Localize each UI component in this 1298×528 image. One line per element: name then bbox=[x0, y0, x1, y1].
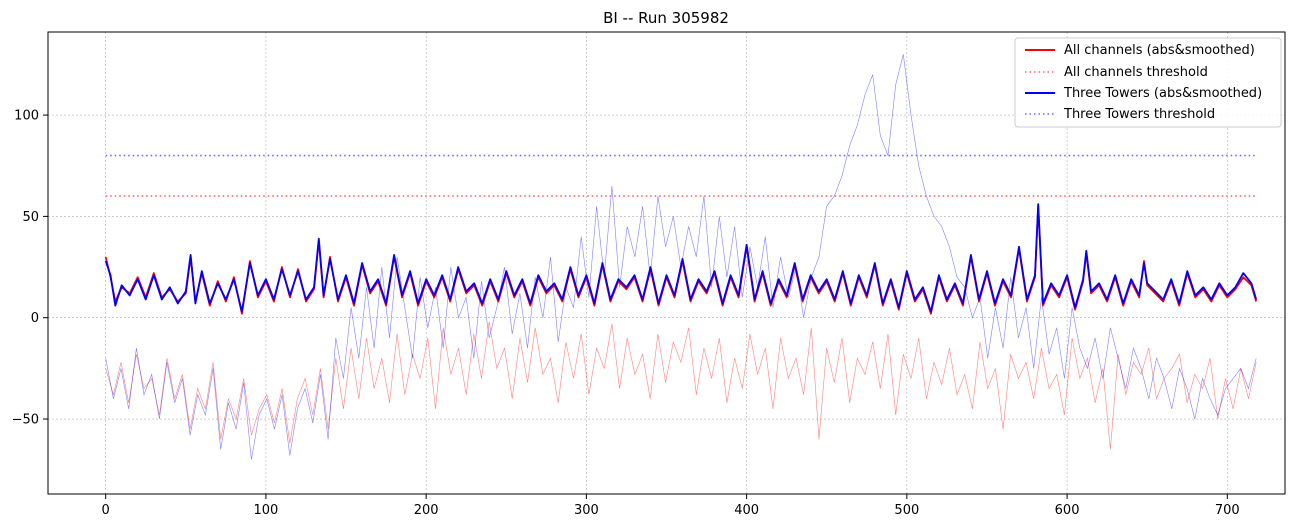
legend: All channels (abs&smoothed) All channels… bbox=[1014, 37, 1282, 128]
y-tick-label: 50 bbox=[22, 210, 39, 225]
legend-label-all-channels-threshold: All channels threshold bbox=[1064, 65, 1208, 80]
x-tick-label: 200 bbox=[414, 503, 439, 518]
legend-label-three-towers: Three Towers (abs&smoothed) bbox=[1063, 86, 1262, 101]
y-tick-label: 100 bbox=[14, 109, 39, 124]
legend-label-all-channels: All channels (abs&smoothed) bbox=[1064, 43, 1255, 58]
x-tick-label: 500 bbox=[894, 503, 919, 518]
series-line bbox=[104, 203, 1258, 313]
x-tick-label: 100 bbox=[254, 503, 279, 518]
x-tick-label: 300 bbox=[574, 503, 599, 518]
x-tick-label: 700 bbox=[1215, 503, 1240, 518]
legend-box bbox=[1014, 37, 1282, 128]
x-tick-label: 0 bbox=[102, 503, 110, 518]
axis-ticks: 0 100 200 300 400 500 600 700 −50 0 50 100 bbox=[12, 109, 1240, 518]
y-tick-label: 0 bbox=[31, 311, 39, 326]
chart-title: BI -- Run 305982 bbox=[603, 9, 729, 27]
raw-series-line bbox=[105, 321, 1257, 450]
legend-label-three-towers-threshold: Three Towers threshold bbox=[1063, 107, 1215, 122]
plot-frame bbox=[47, 31, 1286, 495]
x-tick-label: 600 bbox=[1055, 503, 1080, 518]
x-tick-label: 400 bbox=[734, 503, 759, 518]
y-tick-label: −50 bbox=[12, 413, 39, 428]
series-layer bbox=[104, 154, 1258, 315]
